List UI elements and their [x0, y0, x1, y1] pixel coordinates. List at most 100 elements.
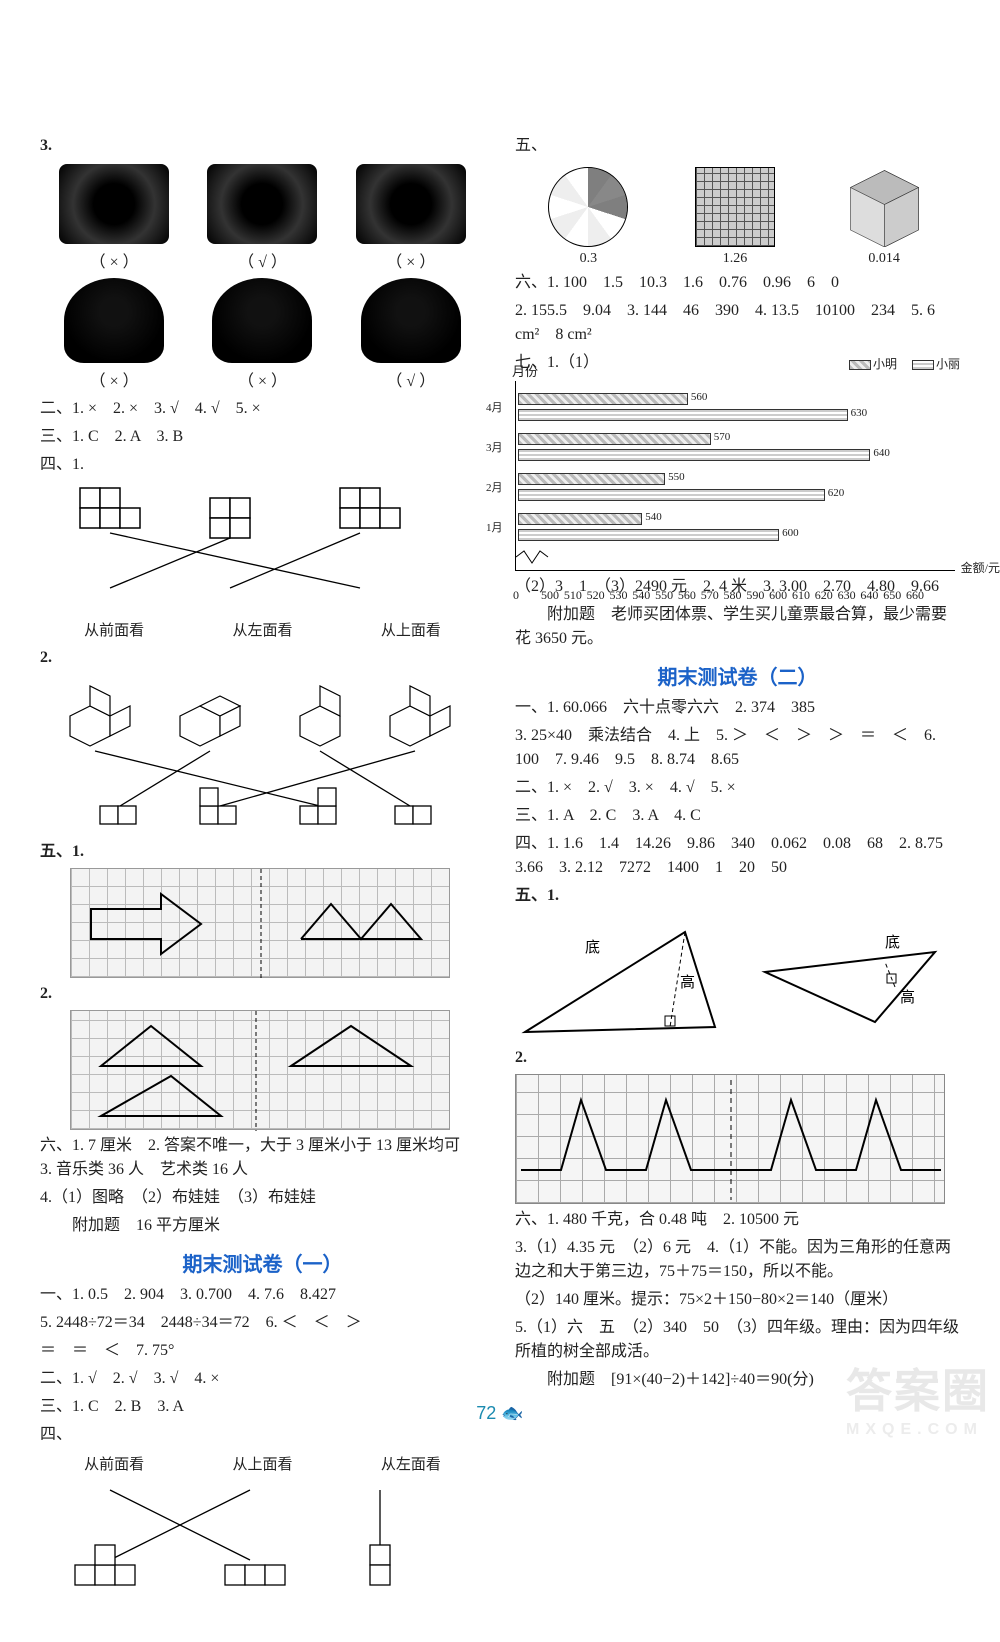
five-figures: 0.3 1.26 0.014	[515, 162, 960, 267]
t1-match	[40, 1480, 485, 1600]
bar-series-a	[518, 393, 688, 405]
papercut-2	[207, 164, 317, 244]
svg-text:高: 高	[680, 974, 695, 991]
five-heading-row: 五、	[515, 134, 960, 158]
five-lab-3: 0.014	[842, 251, 927, 267]
papercut-row-2: （ × ） （ × ） （ √ ）	[40, 278, 485, 391]
bar-category-label: 4月	[486, 399, 503, 415]
papercut-5	[212, 278, 312, 363]
legend-b: 小丽	[936, 357, 960, 371]
bar-category-label: 3月	[486, 439, 503, 455]
sec4: 四、1.	[40, 453, 485, 477]
svg-text:底: 底	[585, 939, 600, 956]
title-test2: 期末测试卷（二）	[515, 661, 960, 690]
legend-a: 小明	[873, 357, 897, 371]
bar-value-label: 560	[691, 391, 708, 403]
bar-row: 2月550620	[516, 471, 955, 505]
papercut-4	[64, 278, 164, 363]
match-diagram-1	[40, 483, 485, 613]
bar-value-label: 640	[873, 447, 890, 459]
mark: （ √ ）	[386, 373, 435, 390]
triangle-grid	[70, 1010, 450, 1130]
sec3: 三、1. C 2. A 3. B	[40, 425, 485, 449]
sec6b: 4.（1）图略 （2）布娃娃 （3）布娃娃	[40, 1186, 485, 1210]
ylabel: 月份	[512, 361, 538, 380]
view-front: 从前面看	[84, 1453, 144, 1474]
fish-icon: 🐟	[501, 1403, 523, 1423]
t1-2: 二、1. √ 2. √ 3. √ 4. ×	[40, 1367, 485, 1391]
five-lab-1: 0.3	[548, 251, 628, 267]
svg-text:高: 高	[900, 989, 915, 1006]
bar-row: 3月570640	[516, 431, 955, 465]
triangles-figure: 底 高 底 高	[515, 912, 960, 1042]
papercut-6	[361, 278, 461, 363]
papercut-row-1: （ × ） （ √ ） （ × ）	[40, 164, 485, 272]
r-bonus: 附加题 老师买团体票、学生买儿童票最合算，最少需要花 3650 元。	[515, 603, 960, 651]
mark: （ √ ）	[238, 254, 287, 271]
zigzag-grid	[515, 1074, 945, 1204]
t2-4: 四、1. 1.6 1.4 14.26 9.86 340 0.062 0.08 6…	[515, 832, 960, 880]
t1-4: 四、	[40, 1423, 485, 1447]
q2: 2.	[40, 646, 485, 670]
t2-6b: 3.（1）4.35 元 （2）6 元 4.（1）不能。因为三角形的任意两边之和大…	[515, 1236, 960, 1284]
bar-category-label: 1月	[486, 519, 503, 535]
pie-icon	[548, 167, 628, 247]
bar-value-label: 550	[668, 471, 685, 483]
left-column: 3. （ × ） （ √ ） （ × ） （ × ） （ × ） （ √ ） 二…	[40, 130, 485, 1602]
xlabel: 金额/元	[961, 559, 1000, 576]
mark: （ × ）	[90, 254, 139, 271]
t1-1: 一、1. 0.5 2. 904 3. 0.700 4. 7.6 8.427	[40, 1283, 485, 1307]
bar-value-label: 600	[782, 527, 799, 539]
view-left: 从左面看	[381, 1453, 441, 1474]
svg-text:底: 底	[885, 934, 900, 951]
t2-3: 三、1. A 2. C 3. A 4. C	[515, 804, 960, 828]
t1-views: 从前面看 从上面看 从左面看	[40, 1453, 485, 1474]
sec2: 二、1. × 2. × 3. √ 4. √ 5. ×	[40, 397, 485, 421]
bar-series-b	[518, 529, 779, 541]
sec5-1: 五、1.	[40, 840, 485, 864]
view-top: 从上面看	[381, 619, 441, 640]
r-sec6: 六、1. 100 1.5 10.3 1.6 0.76 0.96 6 0	[515, 271, 960, 295]
bar-row: 1月540600	[516, 511, 955, 545]
papercut-1	[59, 164, 169, 244]
view-top: 从上面看	[232, 1453, 292, 1474]
match-diagram-2	[40, 676, 485, 836]
bar-value-label: 570	[714, 431, 731, 443]
r-sec6b: 2. 155.5 9.04 3. 144 46 390 4. 13.5 1010…	[515, 299, 960, 347]
sec6: 六、1. 7 厘米 2. 答案不唯一，大于 3 厘米小于 13 厘米均可 3. …	[40, 1134, 485, 1182]
bar-value-label: 540	[645, 511, 662, 523]
papercut-3	[356, 164, 466, 244]
bar-category-label: 2月	[486, 479, 503, 495]
title-test1: 期末测试卷（一）	[40, 1248, 485, 1277]
legend: 小明 小丽	[849, 355, 960, 372]
five-lab-2: 1.26	[695, 251, 775, 267]
bar-row: 4月560630	[516, 391, 955, 425]
bar-chart: 小明 小丽 月份 4月5606303月5706402月5506201月54060…	[515, 381, 955, 571]
bar-series-b	[518, 409, 848, 421]
t2-1b: 3. 25×40 乘法结合 4. 上 5. ＞ ＜ ＞ ＞ ＝ ＜ 6. 100…	[515, 724, 960, 772]
bar-value-label: 630	[851, 407, 868, 419]
bar-series-a	[518, 513, 642, 525]
q3-label: 3.	[40, 134, 485, 158]
t2-1: 一、1. 60.066 六十点零六六 2. 374 385	[515, 696, 960, 720]
bar-series-a	[518, 433, 711, 445]
view-front: 从前面看	[84, 619, 144, 640]
mark: （ × ）	[386, 254, 435, 271]
mark: （ × ）	[238, 373, 287, 390]
bar-value-label: 620	[828, 487, 845, 499]
five-label: 五、	[515, 134, 547, 158]
t2-5: 五、1.	[515, 884, 960, 908]
cube-grid-icon	[842, 162, 927, 247]
views-row-1: 从前面看 从左面看 从上面看	[40, 619, 485, 640]
watermark: 答案圈 MXQE.COM	[846, 1355, 990, 1439]
t2-2: 二、1. × 2. √ 3. × 4. √ 5. ×	[515, 776, 960, 800]
bonus: 附加题 16 平方厘米	[40, 1214, 485, 1238]
t2-6: 六、1. 480 千克，合 0.48 吨 2. 10500 元	[515, 1208, 960, 1232]
hundred-grid-icon	[695, 167, 775, 247]
t2-6c: （2）140 厘米。提示：75×2＋150−80×2＝140（厘米）	[515, 1288, 960, 1312]
t1-1c: ＝ ＝ ＜ 7. 75°	[40, 1339, 485, 1363]
bar-series-b	[518, 449, 870, 461]
t1-1b: 5. 2448÷72＝34 2448÷34＝72 6. ＜ ＜ ＞	[40, 1311, 485, 1335]
sec5-2: 2.	[40, 982, 485, 1006]
bar-series-a	[518, 473, 665, 485]
